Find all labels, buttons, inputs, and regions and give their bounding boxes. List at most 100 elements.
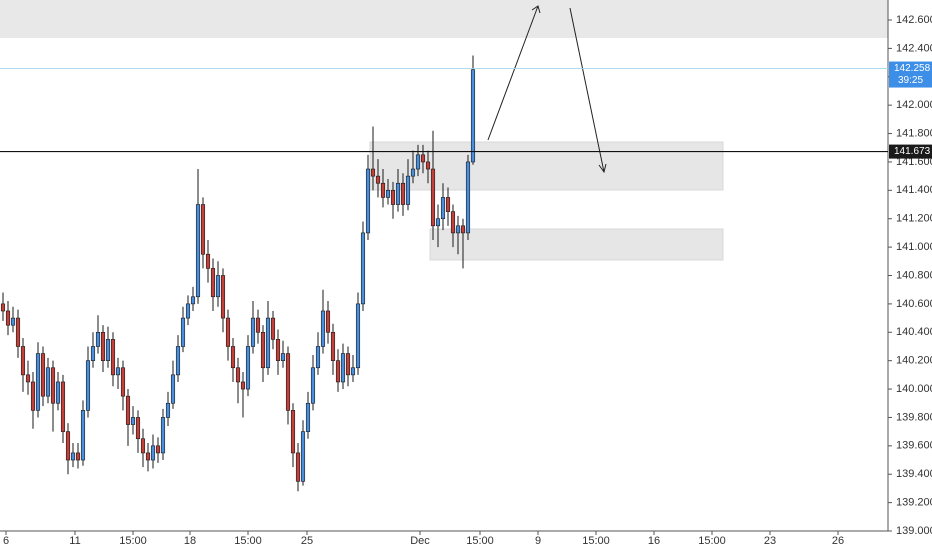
candle-body [420, 154, 426, 163]
candle-body [245, 346, 251, 390]
candle-body [145, 452, 151, 461]
candle-body [155, 445, 161, 454]
candle-body [0, 303, 6, 312]
arrow-head [598, 163, 607, 174]
candle-body [205, 253, 211, 269]
y-tick-label: 139.000 [896, 525, 932, 537]
candle-body [425, 161, 431, 170]
candle-body [225, 317, 231, 347]
x-tick-label: 9 [535, 535, 541, 547]
candle-body [20, 346, 26, 376]
candle-body [85, 360, 91, 411]
x-tick-label: 15:00 [582, 535, 610, 547]
y-tick-label: 140.600 [896, 298, 932, 310]
y-tick-label: 142.600 [896, 14, 932, 26]
candle-body [375, 175, 381, 184]
x-tick-label: 15:00 [234, 535, 262, 547]
candle-body [310, 367, 316, 404]
candle-body [130, 417, 136, 425]
candle-body [365, 168, 371, 234]
candle-body [410, 168, 416, 177]
candle-body [230, 346, 236, 369]
candle-body [435, 218, 441, 227]
arrow-head [531, 5, 541, 14]
candle-body [35, 353, 41, 411]
candle-body [450, 211, 456, 234]
candle-body [45, 367, 51, 397]
candle-body [300, 431, 306, 482]
candle-body [340, 353, 346, 383]
candle-body [250, 317, 256, 347]
countdown-label: 39:25 [898, 75, 923, 86]
level-label: 141.673 [894, 146, 931, 157]
candle-body [465, 161, 471, 234]
candle-body [95, 331, 101, 347]
y-tick-label: 139.600 [896, 440, 932, 452]
y-tick-label: 139.400 [896, 468, 932, 480]
y-tick-label: 140.200 [896, 355, 932, 367]
candle-body [390, 190, 396, 205]
candle-body [290, 410, 296, 454]
y-tick-label: 141.200 [896, 213, 932, 225]
candle-body [180, 317, 186, 347]
projection-arrows [487, 5, 607, 174]
demand-zone [429, 228, 724, 261]
candle-body [445, 197, 451, 212]
candle-body [75, 452, 81, 461]
y-tick-label: 140.400 [896, 326, 932, 338]
candle-body [140, 438, 146, 454]
candle-body [455, 225, 461, 234]
x-tick-label: Dec [410, 535, 430, 547]
candle-body [30, 381, 36, 411]
candle-body [200, 204, 206, 255]
candle-body [220, 275, 226, 319]
candle-body [120, 367, 126, 397]
candle-body [460, 225, 466, 234]
arrow-down [569, 7, 605, 173]
x-tick-label: 11 [69, 535, 80, 547]
resistance-zone [0, 0, 888, 38]
x-tick-label: 25 [301, 535, 313, 547]
candle-body [40, 353, 46, 397]
candle-body [235, 367, 241, 383]
arrow-up [487, 5, 539, 141]
y-tick-label: 142.000 [896, 99, 932, 111]
candle-body [55, 381, 61, 404]
y-tick-label: 139.800 [896, 411, 932, 423]
plot-layer [0, 55, 476, 492]
candle-body [385, 190, 391, 198]
candle-body [10, 317, 16, 326]
candle-body [60, 381, 66, 432]
candle-body [190, 296, 196, 305]
candle-body [150, 445, 156, 461]
y-tick-label: 142.400 [896, 42, 932, 54]
candle-body [105, 339, 111, 361]
candle-body [270, 317, 276, 340]
candle-body [90, 346, 96, 361]
candle-body [110, 339, 116, 376]
candle-body [70, 452, 76, 461]
y-tick-label: 140.000 [896, 383, 932, 395]
candle-body [380, 182, 386, 198]
y-tick-label: 140.800 [896, 269, 932, 281]
candle-body [355, 303, 361, 369]
x-tick-label: 15:00 [698, 535, 726, 547]
candle-body [470, 69, 476, 163]
x-tick-label: 6 [3, 535, 9, 547]
x-tick-label: 26 [832, 535, 844, 547]
x-tick-label: 16 [648, 535, 660, 547]
candle-body [395, 182, 401, 205]
candle-body [255, 317, 261, 333]
y-tick-label: 141.000 [896, 241, 932, 253]
candle-body [320, 310, 326, 347]
candle-body [315, 346, 321, 369]
candle-body [175, 346, 181, 376]
candle-body [360, 232, 366, 305]
candle-body [440, 197, 446, 220]
candle-body [135, 417, 141, 440]
candle-body [15, 317, 21, 347]
candle-body [345, 353, 351, 376]
candle-body [195, 204, 201, 298]
y-tick-label: 141.800 [896, 127, 932, 139]
